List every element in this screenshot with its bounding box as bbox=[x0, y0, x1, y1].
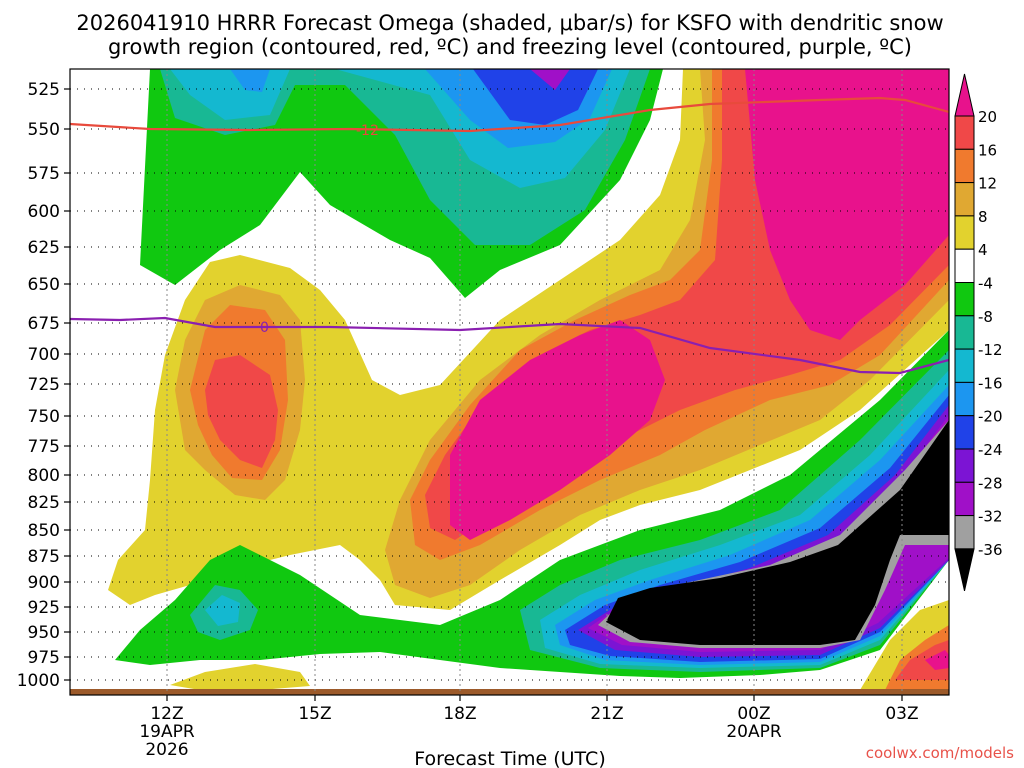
omega-band-neg20 bbox=[473, 69, 598, 125]
y-tick-label: 600 bbox=[28, 202, 60, 222]
omega-band-neg28 bbox=[530, 69, 570, 90]
colorbar-level-label: -16 bbox=[978, 374, 1003, 392]
colorbar-arrow-top bbox=[954, 73, 975, 117]
colorbar-level-label: -24 bbox=[978, 441, 1003, 459]
colorbar-level-label: 8 bbox=[978, 208, 988, 226]
y-tick-label: 700 bbox=[28, 345, 60, 365]
dendritic-growth-contour-label: -12 bbox=[356, 123, 379, 139]
x-axis-label: Forecast Time (UTC) bbox=[414, 748, 605, 768]
y-tick-label: 900 bbox=[28, 573, 60, 593]
colorbar-swatch bbox=[954, 215, 975, 250]
x-tick-label: 03Z bbox=[885, 704, 918, 724]
y-tick-label: 625 bbox=[28, 238, 60, 258]
colorbar-swatch bbox=[954, 148, 975, 184]
freezing-level-contour-line bbox=[70, 316, 949, 375]
colorbar-swatch bbox=[954, 415, 975, 450]
y-tick-label: 575 bbox=[28, 164, 60, 184]
contours bbox=[70, 96, 949, 375]
y-tick-label: 800 bbox=[28, 466, 60, 486]
colorbar-level-label: 20 bbox=[978, 108, 997, 126]
colorbar-swatch bbox=[954, 348, 975, 383]
colorbar: 20 16 12 8 4 -4 -8 -12 -16 -20 -24 -28 -32 -36 bbox=[954, 73, 1003, 592]
y-tick-label: 875 bbox=[28, 547, 60, 567]
colorbar-level-label: -28 bbox=[978, 474, 1003, 492]
omega-shaded-field bbox=[70, 69, 949, 695]
colorbar-swatch bbox=[954, 481, 975, 517]
colorbar-level-label: -12 bbox=[978, 341, 1003, 359]
omega-band-low-pos4-left bbox=[170, 664, 310, 690]
omega-band-low-neg36 bbox=[606, 420, 949, 645]
colorbar-swatch bbox=[954, 315, 975, 350]
colorbar-swatch bbox=[954, 448, 975, 483]
colorbar-swatch bbox=[954, 182, 975, 217]
omega-band-pos20 bbox=[450, 69, 949, 540]
y-axis: 525 550 575 600 625 650 675 700 725 750 775 800 825 8… bbox=[17, 80, 70, 691]
colorbar-swatch bbox=[954, 381, 975, 417]
y-tick-label: 825 bbox=[28, 493, 60, 513]
y-tick-label: 750 bbox=[28, 407, 60, 427]
colorbar-level-label: 4 bbox=[978, 241, 988, 259]
x-tick-label: 12Z bbox=[150, 704, 183, 724]
colorbar-swatch bbox=[954, 115, 975, 150]
y-tick-label: 1000 bbox=[17, 671, 60, 691]
y-tick-label: 650 bbox=[28, 275, 60, 295]
y-tick-label: 850 bbox=[28, 521, 60, 541]
y-tick-label: 775 bbox=[28, 437, 60, 457]
omega-band-low-pos16-right bbox=[895, 640, 949, 680]
credit-text: coolwx.com/models bbox=[866, 744, 1014, 762]
x-tick-label: 21Z bbox=[590, 704, 623, 724]
x-tick-label: 15Z bbox=[298, 704, 331, 724]
y-tick-label: 550 bbox=[28, 120, 60, 140]
y-tick-label: 525 bbox=[28, 80, 60, 100]
colorbar-level-label: -4 bbox=[978, 275, 993, 293]
x-tick-label: 18Z bbox=[443, 704, 476, 724]
y-tick-label: 975 bbox=[28, 648, 60, 668]
colorbar-level-label: 12 bbox=[978, 175, 997, 193]
plot-frame bbox=[69, 68, 950, 696]
omega-band-low-pos20-right bbox=[925, 650, 949, 670]
colorbar-level-label: 16 bbox=[978, 141, 997, 159]
x-tick-date-label: 19APR bbox=[139, 722, 195, 742]
chart-title-line2: growth region (contoured, red, ºC) and f… bbox=[108, 35, 912, 59]
x-tick-date-label: 20APR bbox=[726, 722, 782, 742]
colorbar-level-label: -36 bbox=[978, 541, 1003, 559]
colorbar-level-label: -8 bbox=[978, 308, 993, 326]
y-tick-label: 950 bbox=[28, 623, 60, 643]
chart-title-line1: 2026041910 HRRR Forecast Omega (shaded, … bbox=[76, 11, 943, 35]
colorbar-arrow-bottom bbox=[954, 548, 975, 592]
colorbar-level-label: -32 bbox=[978, 508, 1003, 526]
dendritic-growth-contour-line bbox=[70, 96, 949, 133]
y-tick-label: 925 bbox=[28, 598, 60, 618]
colorbar-level-label: -20 bbox=[978, 408, 1003, 426]
surface-pressure-fill bbox=[70, 689, 949, 695]
x-tick-label: 00Z bbox=[737, 704, 770, 724]
grid-lines bbox=[70, 69, 949, 695]
colorbar-swatch bbox=[954, 248, 975, 283]
y-tick-label: 725 bbox=[28, 375, 60, 395]
freezing-level-contour-label: 0 bbox=[260, 320, 269, 336]
colorbar-swatch bbox=[954, 282, 975, 317]
x-tick-year-label: 2026 bbox=[145, 740, 188, 760]
y-tick-label: 675 bbox=[28, 314, 60, 334]
colorbar-swatch bbox=[954, 515, 975, 550]
